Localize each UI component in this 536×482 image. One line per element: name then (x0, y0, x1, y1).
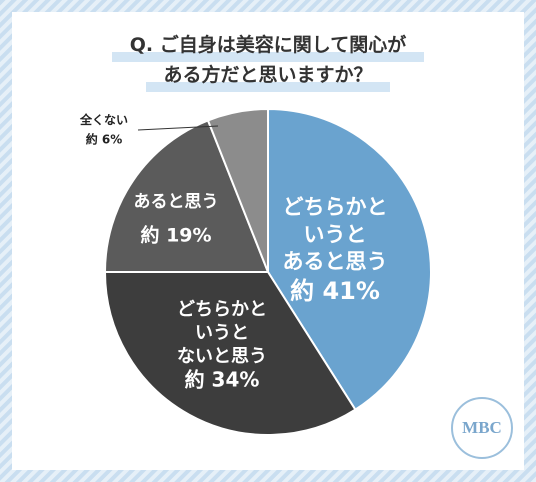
value-label: 約 41% (290, 277, 380, 305)
logo-badge (451, 397, 513, 459)
pie (103, 107, 432, 436)
slice-label: どちらかというとあると思う (283, 195, 388, 274)
title-highlight (112, 52, 424, 62)
value-label: 約 19% (140, 224, 211, 247)
title-highlight (146, 82, 390, 92)
logo: MBC (462, 418, 502, 437)
pie-slice (103, 119, 270, 273)
slice-label: 全くない (79, 112, 128, 127)
pie-slice (103, 271, 357, 436)
pie-slice (206, 107, 269, 273)
value-label: 約 6% (86, 132, 123, 147)
leader-line (137, 125, 219, 131)
value-label: 約 34% (185, 368, 260, 392)
slice-label: どちらかというとないと思う (177, 299, 267, 367)
chart-title: Q. ご自身は美容に関して関心がある方だと思いますか？ (130, 33, 406, 86)
slice-label: あると思う (134, 192, 219, 212)
